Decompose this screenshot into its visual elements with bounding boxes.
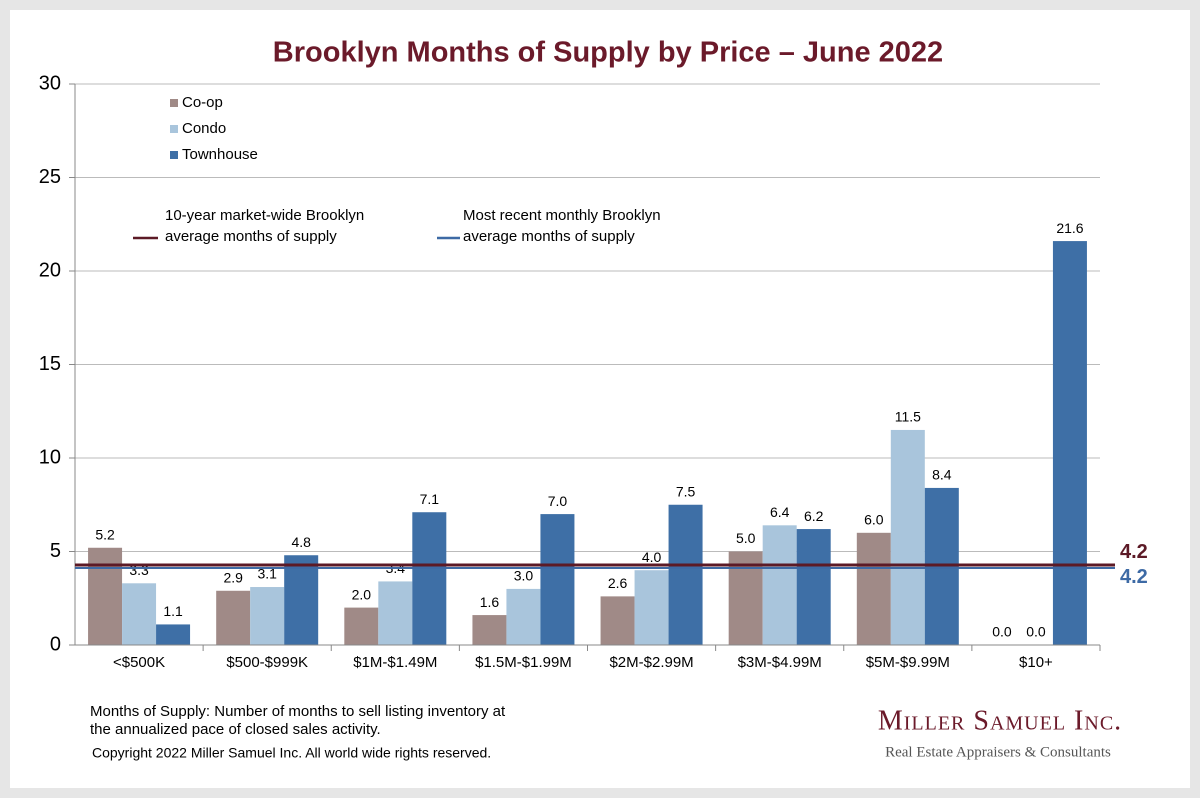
legend-swatch xyxy=(170,99,178,107)
brand: Miller Samuel Inc. xyxy=(878,705,1122,736)
bar xyxy=(250,587,285,645)
y-tick-label: 5 xyxy=(50,540,61,562)
data-label: 3.0 xyxy=(514,568,534,584)
bar xyxy=(122,583,157,645)
legend-label: Most recent monthly Brooklyn xyxy=(463,207,661,224)
bar xyxy=(796,529,831,645)
bar xyxy=(472,615,507,645)
panel xyxy=(10,10,1190,788)
bar xyxy=(344,607,379,645)
y-tick-label: 15 xyxy=(39,353,61,375)
bar xyxy=(1052,241,1087,645)
bar xyxy=(506,588,541,645)
data-label: 4.8 xyxy=(291,534,311,550)
bar xyxy=(156,624,191,645)
reference-value: 4.2 xyxy=(1120,566,1148,588)
legend-label: 10-year market-wide Brooklyn xyxy=(165,207,364,224)
bar xyxy=(668,504,703,645)
data-label: 21.6 xyxy=(1056,220,1083,236)
bar xyxy=(88,547,123,645)
x-tick-label: $1M-$1.49M xyxy=(353,654,437,671)
y-tick-label: 30 xyxy=(39,72,61,94)
data-label: 1.1 xyxy=(163,603,183,619)
x-tick-label: $5M-$9.99M xyxy=(866,654,950,671)
data-label: 6.0 xyxy=(864,512,884,528)
data-label: 7.1 xyxy=(420,491,440,507)
legend-label: average months of supply xyxy=(463,228,635,245)
data-label: 7.5 xyxy=(676,483,696,499)
x-tick-label: $3M-$4.99M xyxy=(738,654,822,671)
data-label: 3.1 xyxy=(257,566,277,582)
footnote: Months of Supply: Number of months to se… xyxy=(90,703,506,720)
legend-label: Condo xyxy=(182,120,226,137)
bar xyxy=(412,512,447,645)
bar xyxy=(216,590,251,645)
x-tick-label: <$500K xyxy=(113,654,165,671)
bar xyxy=(762,525,797,645)
data-label: 8.4 xyxy=(932,467,952,483)
reference-value: 4.2 xyxy=(1120,541,1148,563)
data-label: 11.5 xyxy=(895,409,921,425)
legend-label: Co-op xyxy=(182,94,223,111)
data-label: 5.2 xyxy=(95,526,115,542)
bar xyxy=(634,570,669,645)
data-label: 0.0 xyxy=(1026,624,1046,640)
x-tick-label: $2M-$2.99M xyxy=(609,654,693,671)
x-tick-label: $10+ xyxy=(1019,654,1053,671)
bar xyxy=(540,514,575,645)
legend-swatch xyxy=(170,151,178,159)
y-tick-label: 0 xyxy=(50,633,61,655)
y-tick-label: 10 xyxy=(39,446,61,468)
copyright: Copyright 2022 Miller Samuel Inc. All wo… xyxy=(92,745,491,761)
bar xyxy=(856,532,891,645)
data-label: 6.4 xyxy=(770,504,790,520)
y-tick-label: 25 xyxy=(39,166,61,188)
bar xyxy=(600,596,635,645)
legend-label: average months of supply xyxy=(165,228,337,245)
legend-label: Townhouse xyxy=(182,146,258,163)
chart-title: Brooklyn Months of Supply by Price – Jun… xyxy=(273,37,943,69)
y-tick-label: 20 xyxy=(39,259,61,281)
data-label: 5.0 xyxy=(736,530,756,546)
x-tick-label: $500-$999K xyxy=(226,654,308,671)
data-label: 0.0 xyxy=(992,624,1012,640)
data-label: 2.9 xyxy=(223,569,243,585)
data-label: 1.6 xyxy=(480,594,500,610)
brand-tagline: Real Estate Appraisers & Consultants xyxy=(885,744,1111,760)
data-label: 4.0 xyxy=(642,549,662,565)
footnote: the annualized pace of closed sales acti… xyxy=(90,721,381,738)
data-label: 6.2 xyxy=(804,508,824,524)
bar xyxy=(890,429,925,645)
bar xyxy=(378,581,413,645)
legend-swatch xyxy=(170,125,178,133)
bar xyxy=(284,555,319,645)
x-tick-label: $1.5M-$1.99M xyxy=(475,654,572,671)
data-label: 7.0 xyxy=(548,493,568,509)
data-label: 2.6 xyxy=(608,575,628,591)
data-label: 2.0 xyxy=(352,586,372,602)
